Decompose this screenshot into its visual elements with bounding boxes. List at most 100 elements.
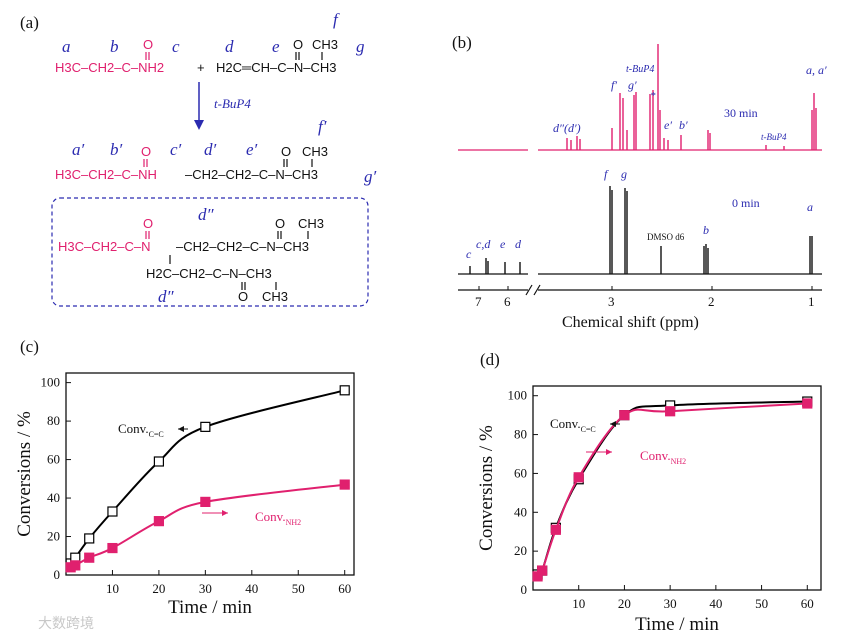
spectrum-0min-peaks [469, 186, 813, 274]
peak-label-star: * [650, 90, 656, 102]
peak-label-tbup4-top: t-BuP4 [626, 64, 654, 75]
oxygen-6: O [275, 216, 285, 231]
data-point-1 [200, 496, 211, 507]
label-d: d [225, 37, 234, 56]
data-point-1 [573, 472, 584, 483]
time-30min: 30 min [724, 106, 758, 120]
panel-a-label: (a) [20, 13, 39, 32]
legend-label-0: Conv.C=C [550, 416, 596, 434]
oxygen-7: O [238, 289, 248, 304]
methyl-top-3: CH3 [298, 216, 324, 231]
x-axis-label: Time / min [635, 614, 719, 635]
label-a: a [62, 37, 71, 56]
x-tick-label: 20 [152, 581, 165, 596]
data-point-1 [550, 524, 561, 535]
plus-sign: + [197, 60, 205, 75]
x-tick-label: 40 [245, 581, 258, 596]
peak-label-d: d [515, 237, 522, 251]
label-f: f [333, 10, 340, 29]
y-axis-label: Conversions / % [476, 425, 497, 551]
data-point-1 [619, 410, 630, 421]
x-tick-label: 60 [801, 596, 814, 611]
x-tick-label: 40 [709, 596, 722, 611]
y-tick-label: 60 [47, 452, 60, 467]
plot-frame [65, 372, 355, 576]
label-e: e [272, 37, 280, 56]
y-tick-label: 20 [47, 529, 60, 544]
data-point-1 [153, 516, 165, 527]
nmr-tick-7: 7 [475, 294, 482, 309]
catalyst-label: t-BuP4 [214, 96, 251, 111]
data-point-0 [339, 385, 350, 396]
x-tick-label: 50 [292, 581, 305, 596]
nmr-tick-6: 6 [504, 294, 511, 309]
x-tick-label: 50 [755, 596, 768, 611]
legend-arrowhead [606, 449, 612, 455]
label-d-prime: d′ [204, 140, 217, 159]
peak-label-e: e [500, 237, 506, 251]
data-point-1 [537, 565, 548, 576]
label-f-prime: f′ [318, 117, 327, 136]
nmr-tick-1: 1 [808, 294, 815, 309]
x-tick-label: 60 [338, 581, 351, 596]
y-tick-label: 100 [508, 388, 528, 403]
peak-label-cd: c,d [476, 237, 491, 251]
label-a-prime: a′ [72, 140, 85, 159]
legend-arrowhead [178, 426, 184, 432]
data-point-1 [70, 560, 81, 571]
nmr-tick-3: 3 [608, 294, 615, 309]
legend-arrowhead [610, 421, 616, 427]
peak-label-tbup4-small: t-BuP4 [761, 132, 787, 142]
oxygen-3: O [141, 144, 151, 159]
y-tick-label: 0 [521, 582, 528, 597]
propanamide: H3C–CH2–C–NH2 [55, 60, 164, 75]
label-c-prime: c′ [170, 140, 182, 159]
label-c: c [172, 37, 180, 56]
peak-label-g: g [621, 167, 627, 181]
data-point-0 [84, 533, 95, 544]
bis-adduct-box [51, 197, 369, 307]
panel-c-label: (c) [20, 337, 39, 356]
y-tick-label: 0 [54, 567, 61, 582]
series-line-0 [69, 389, 345, 565]
product-labels: a′ b′ c′ d′ e′ f′ g′ [72, 117, 377, 186]
legend-label-0: Conv.C=C [118, 421, 164, 439]
watermark: 大数跨境 [38, 615, 94, 631]
peak-label-a-aprime: a, a′ [806, 63, 827, 77]
y-tick-label: 80 [47, 413, 60, 428]
label-d-double-prime-bottom: d″ [158, 287, 175, 306]
methyl-top-1: CH3 [312, 37, 338, 52]
oxygen-2: O [293, 37, 303, 52]
y-axis-label: Conversions / % [14, 411, 35, 537]
reactant-labels: a b c d e f g [62, 10, 365, 56]
oxygen-5: O [143, 216, 153, 231]
y-tick-label: 80 [514, 427, 527, 442]
data-point-1 [339, 479, 350, 490]
peak-label-dmso: DMSO d6 [647, 232, 685, 242]
peak-label-c: c [466, 247, 472, 261]
data-point-1 [665, 406, 676, 417]
peak-label-e-prime: e′ [664, 118, 672, 132]
nmr-tick-2: 2 [708, 294, 715, 309]
peak-label-d-double-prime: d″(d′) [553, 121, 581, 135]
data-point-0 [107, 506, 118, 517]
plot-frame [532, 385, 822, 591]
label-g: g [356, 37, 365, 56]
y-tick-label: 100 [41, 375, 61, 390]
nmr-x-label: Chemical shift (ppm) [562, 314, 699, 331]
panel-d-label: (d) [480, 350, 500, 369]
x-axis-label: Time / min [168, 597, 252, 618]
y-tick-label: 20 [514, 543, 527, 558]
dimethylacrylamide: H2C═CH–C–N–CH3 [216, 60, 336, 75]
oxygen-1: O [143, 37, 153, 52]
methyl-bottom: CH3 [262, 289, 288, 304]
legend-label-1: Conv.NH2 [640, 448, 686, 466]
legend-arrowhead [222, 510, 228, 516]
chart-d: 10 20 30 40 50 60 0 20 40 60 80 100 Time / min Conver… [476, 385, 822, 635]
data-point-1 [107, 542, 118, 554]
data-point-1 [802, 398, 813, 409]
x-tick-label: 20 [618, 596, 631, 611]
oxygen-4: O [281, 144, 291, 159]
bis-left: H3C–CH2–C–N [58, 239, 150, 254]
x-tick-label: 10 [572, 596, 585, 611]
